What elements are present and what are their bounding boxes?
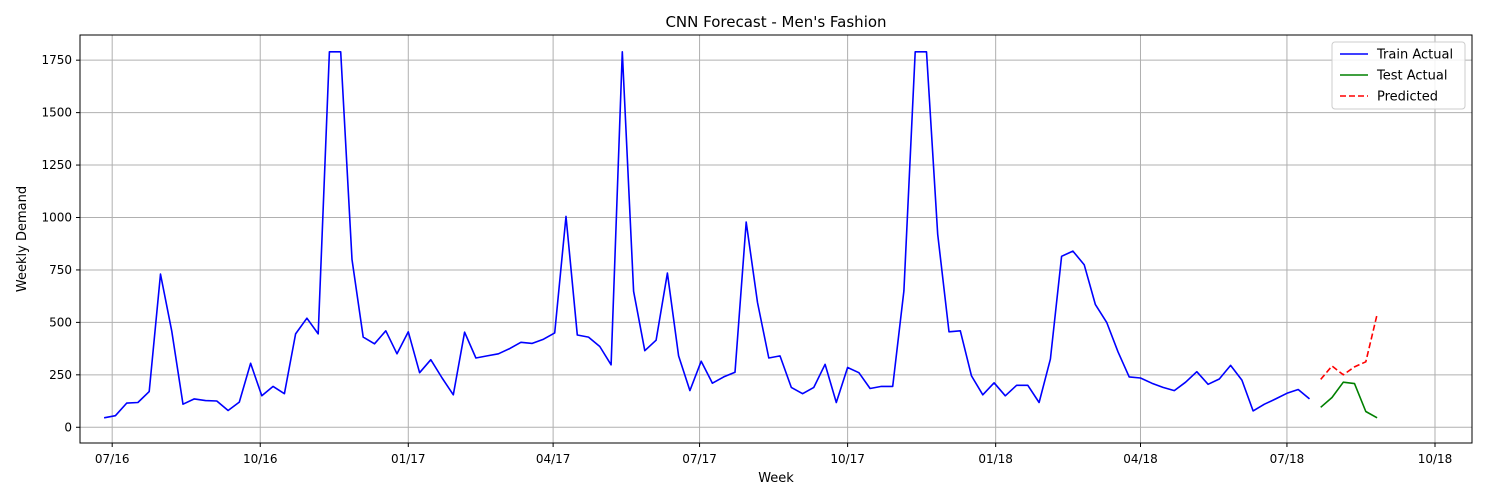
x-tick-label: 04/18 <box>1123 452 1158 466</box>
y-tick-label: 0 <box>64 420 72 434</box>
y-tick-label: 750 <box>49 263 72 277</box>
series-line-predicted <box>1320 314 1378 380</box>
y-tick-label: 1500 <box>41 106 72 120</box>
y-tick-label: 500 <box>49 315 72 329</box>
series-lines <box>103 50 1378 419</box>
legend: Train Actual Test Actual Predicted <box>1331 41 1466 110</box>
x-tick-label: 07/18 <box>1270 452 1305 466</box>
axis-ticks: 07/16 10/16 01/17 04/17 07/17 10/17 01/18 04/18… <box>41 53 1452 466</box>
y-tick-label: 1750 <box>41 53 72 67</box>
legend-label: Train Actual <box>1376 48 1453 63</box>
grid <box>80 35 1472 443</box>
x-tick-label: 01/17 <box>391 452 426 466</box>
y-tick-label: 250 <box>49 368 72 382</box>
x-tick-label: 07/17 <box>682 452 717 466</box>
legend-label: Predicted <box>1377 90 1438 105</box>
x-tick-label: 10/16 <box>243 452 278 466</box>
x-tick-label: 04/17 <box>536 452 571 466</box>
x-tick-label: 10/18 <box>1418 452 1453 466</box>
x-tick-label: 10/17 <box>830 452 865 466</box>
y-axis-label: Weekly Demand <box>15 186 30 292</box>
chart-title: CNN Forecast - Men's Fashion <box>665 13 886 31</box>
x-tick-label: 01/18 <box>978 452 1013 466</box>
series-line-test-actual <box>1320 381 1378 419</box>
series-line-train-actual <box>103 50 1311 419</box>
x-axis-label: Week <box>758 471 794 486</box>
y-tick-label: 1250 <box>41 158 72 172</box>
plot-frame <box>79 34 1473 444</box>
legend-box <box>1331 41 1466 110</box>
y-tick-label: 1000 <box>41 210 72 224</box>
legend-label: Test Actual <box>1376 69 1447 84</box>
x-tick-label: 07/16 <box>95 452 130 466</box>
